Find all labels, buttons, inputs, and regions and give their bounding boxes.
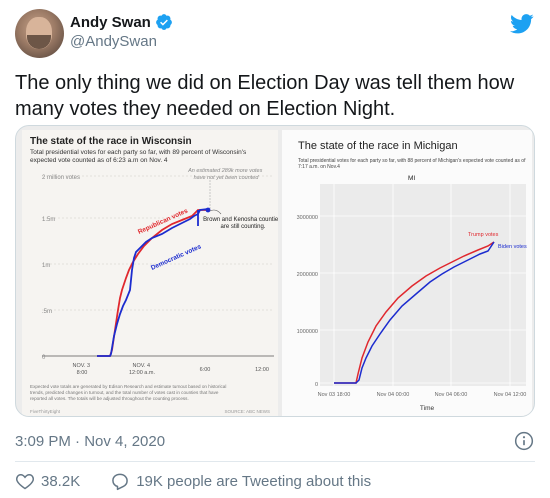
wisconsin-chart-svg: 2 million votes 1.5m 1m .5m 0 NOV. 3 8:0… [30, 168, 278, 414]
wisconsin-source-right: SOURCE: ABC NEWS [224, 409, 270, 414]
reply-bubble-icon [112, 473, 129, 491]
michigan-y-tick: 0 [315, 382, 318, 388]
wisconsin-x-tick-line: 8:00 [77, 370, 88, 376]
michigan-plot-area [320, 184, 526, 386]
michigan-x-tick: Nov 04 06:00 [435, 392, 468, 398]
wisconsin-source-left: FiveThirtyEight [30, 409, 61, 414]
wisconsin-y-tick: 1.5m [42, 217, 55, 223]
divider [15, 461, 535, 462]
wisconsin-counties-annotation: Brown and Kenosha counties are still cou… [203, 217, 278, 230]
wisconsin-footnote-line: Expected vote totals are generated by Ed… [30, 384, 226, 389]
wisconsin-democratic-label: Democratic votes [150, 243, 203, 272]
twitter-bird-icon[interactable] [510, 14, 534, 34]
avatar-beard [27, 35, 51, 49]
author-display-name[interactable]: Andy Swan [70, 13, 151, 31]
michigan-x-axis-label: Time [420, 405, 435, 412]
michigan-chart-panel: The state of the race in Michigan Total … [282, 130, 532, 416]
wisconsin-y-tick: 0 [42, 355, 46, 361]
wisconsin-counties-arrow [209, 209, 222, 215]
wisconsin-chart-subtitle: Total presidential votes for each party … [30, 149, 247, 164]
like-button[interactable]: 38.2K [15, 471, 80, 491]
wisconsin-annotation-line: An estimated 289k more votes [187, 168, 263, 174]
wisconsin-republican-label: Republican votes [137, 207, 189, 235]
michigan-x-tick: Nov 03 18:00 [318, 392, 351, 398]
michigan-biden-line [334, 241, 495, 384]
author-name-row: Andy Swan [70, 13, 173, 31]
wisconsin-chart-panel: The state of the race in Wisconsin Total… [22, 130, 278, 416]
tweet-text: The only thing we did on Election Day wa… [15, 72, 515, 120]
wisconsin-x-tick: 6:00 [200, 367, 211, 373]
wisconsin-uncounted-annotation: An estimated 289k more votes have not ye… [187, 168, 264, 181]
michigan-chart-subtitle: Total presidential votes for each party … [298, 158, 526, 170]
wisconsin-x-tick-line: NOV. 3 [72, 363, 90, 369]
verified-badge-icon [155, 14, 172, 30]
conversation-text: 19K people are Tweeting about this [136, 472, 372, 490]
wisconsin-annotation-line: have not yet been counted [194, 175, 260, 181]
michigan-panel-label: MI [408, 175, 416, 182]
michigan-x-tick: Nov 04 12:00 [494, 392, 527, 398]
michigan-biden-label: Biden votes [498, 244, 527, 250]
michigan-chart-svg: 3000000 2000000 1000000 0 Nov 03 18:00 N… [297, 184, 527, 412]
wisconsin-x-tick-line: NOV. 4 [132, 363, 150, 369]
wisconsin-footnote: Expected vote totals are generated by Ed… [30, 384, 228, 401]
wisconsin-footnote-line: reported all votes. The totals will be a… [30, 396, 189, 401]
tweet-media-image[interactable]: The state of the race in Wisconsin Total… [15, 125, 535, 417]
wisconsin-endpoint-dot [205, 207, 211, 213]
wisconsin-y-tick: .5m [42, 309, 52, 315]
wisconsin-annotation-line: are still counting. [220, 224, 265, 230]
wisconsin-y-tick: 2 million votes [42, 175, 80, 181]
michigan-x-tick: Nov 04 00:00 [377, 392, 410, 398]
wisconsin-x-tick: NOV. 4 12:00 a.m. [129, 363, 155, 376]
michigan-chart-title: The state of the race in Michigan [298, 140, 458, 152]
michigan-gridlines [320, 184, 526, 386]
wisconsin-x-tick: NOV. 3 8:00 [72, 363, 91, 376]
michigan-y-tick: 2000000 [297, 272, 318, 278]
heart-icon [16, 473, 34, 490]
michigan-y-tick: 3000000 [297, 215, 318, 221]
wisconsin-x-tick: 12:00 [255, 367, 269, 373]
michigan-trump-line [334, 241, 495, 384]
michigan-y-tick: 1000000 [297, 329, 318, 335]
conversation-button[interactable]: 19K people are Tweeting about this [110, 471, 371, 491]
tweet-timestamp[interactable]: 3:09 PM · Nov 4, 2020 [15, 433, 166, 450]
avatar[interactable] [15, 9, 64, 58]
wisconsin-democratic-line [97, 208, 209, 357]
wisconsin-chart-title: The state of the race in Wisconsin [30, 136, 192, 147]
like-count: 38.2K [41, 472, 81, 490]
tweet-actions: 38.2K 19K people are Tweeting about this [15, 471, 371, 491]
info-icon[interactable] [514, 431, 534, 451]
wisconsin-x-tick-line: 12:00 a.m. [129, 370, 155, 376]
author-handle[interactable]: @AndySwan [70, 33, 157, 50]
wisconsin-footnote-line: trends, predicted changes in turnout, an… [30, 390, 219, 395]
wisconsin-annotation-line: Brown and Kenosha counties [203, 217, 278, 223]
wisconsin-y-tick: 1m [42, 263, 50, 269]
wisconsin-gridlines [42, 175, 274, 311]
michigan-trump-label: Trump votes [468, 232, 499, 238]
